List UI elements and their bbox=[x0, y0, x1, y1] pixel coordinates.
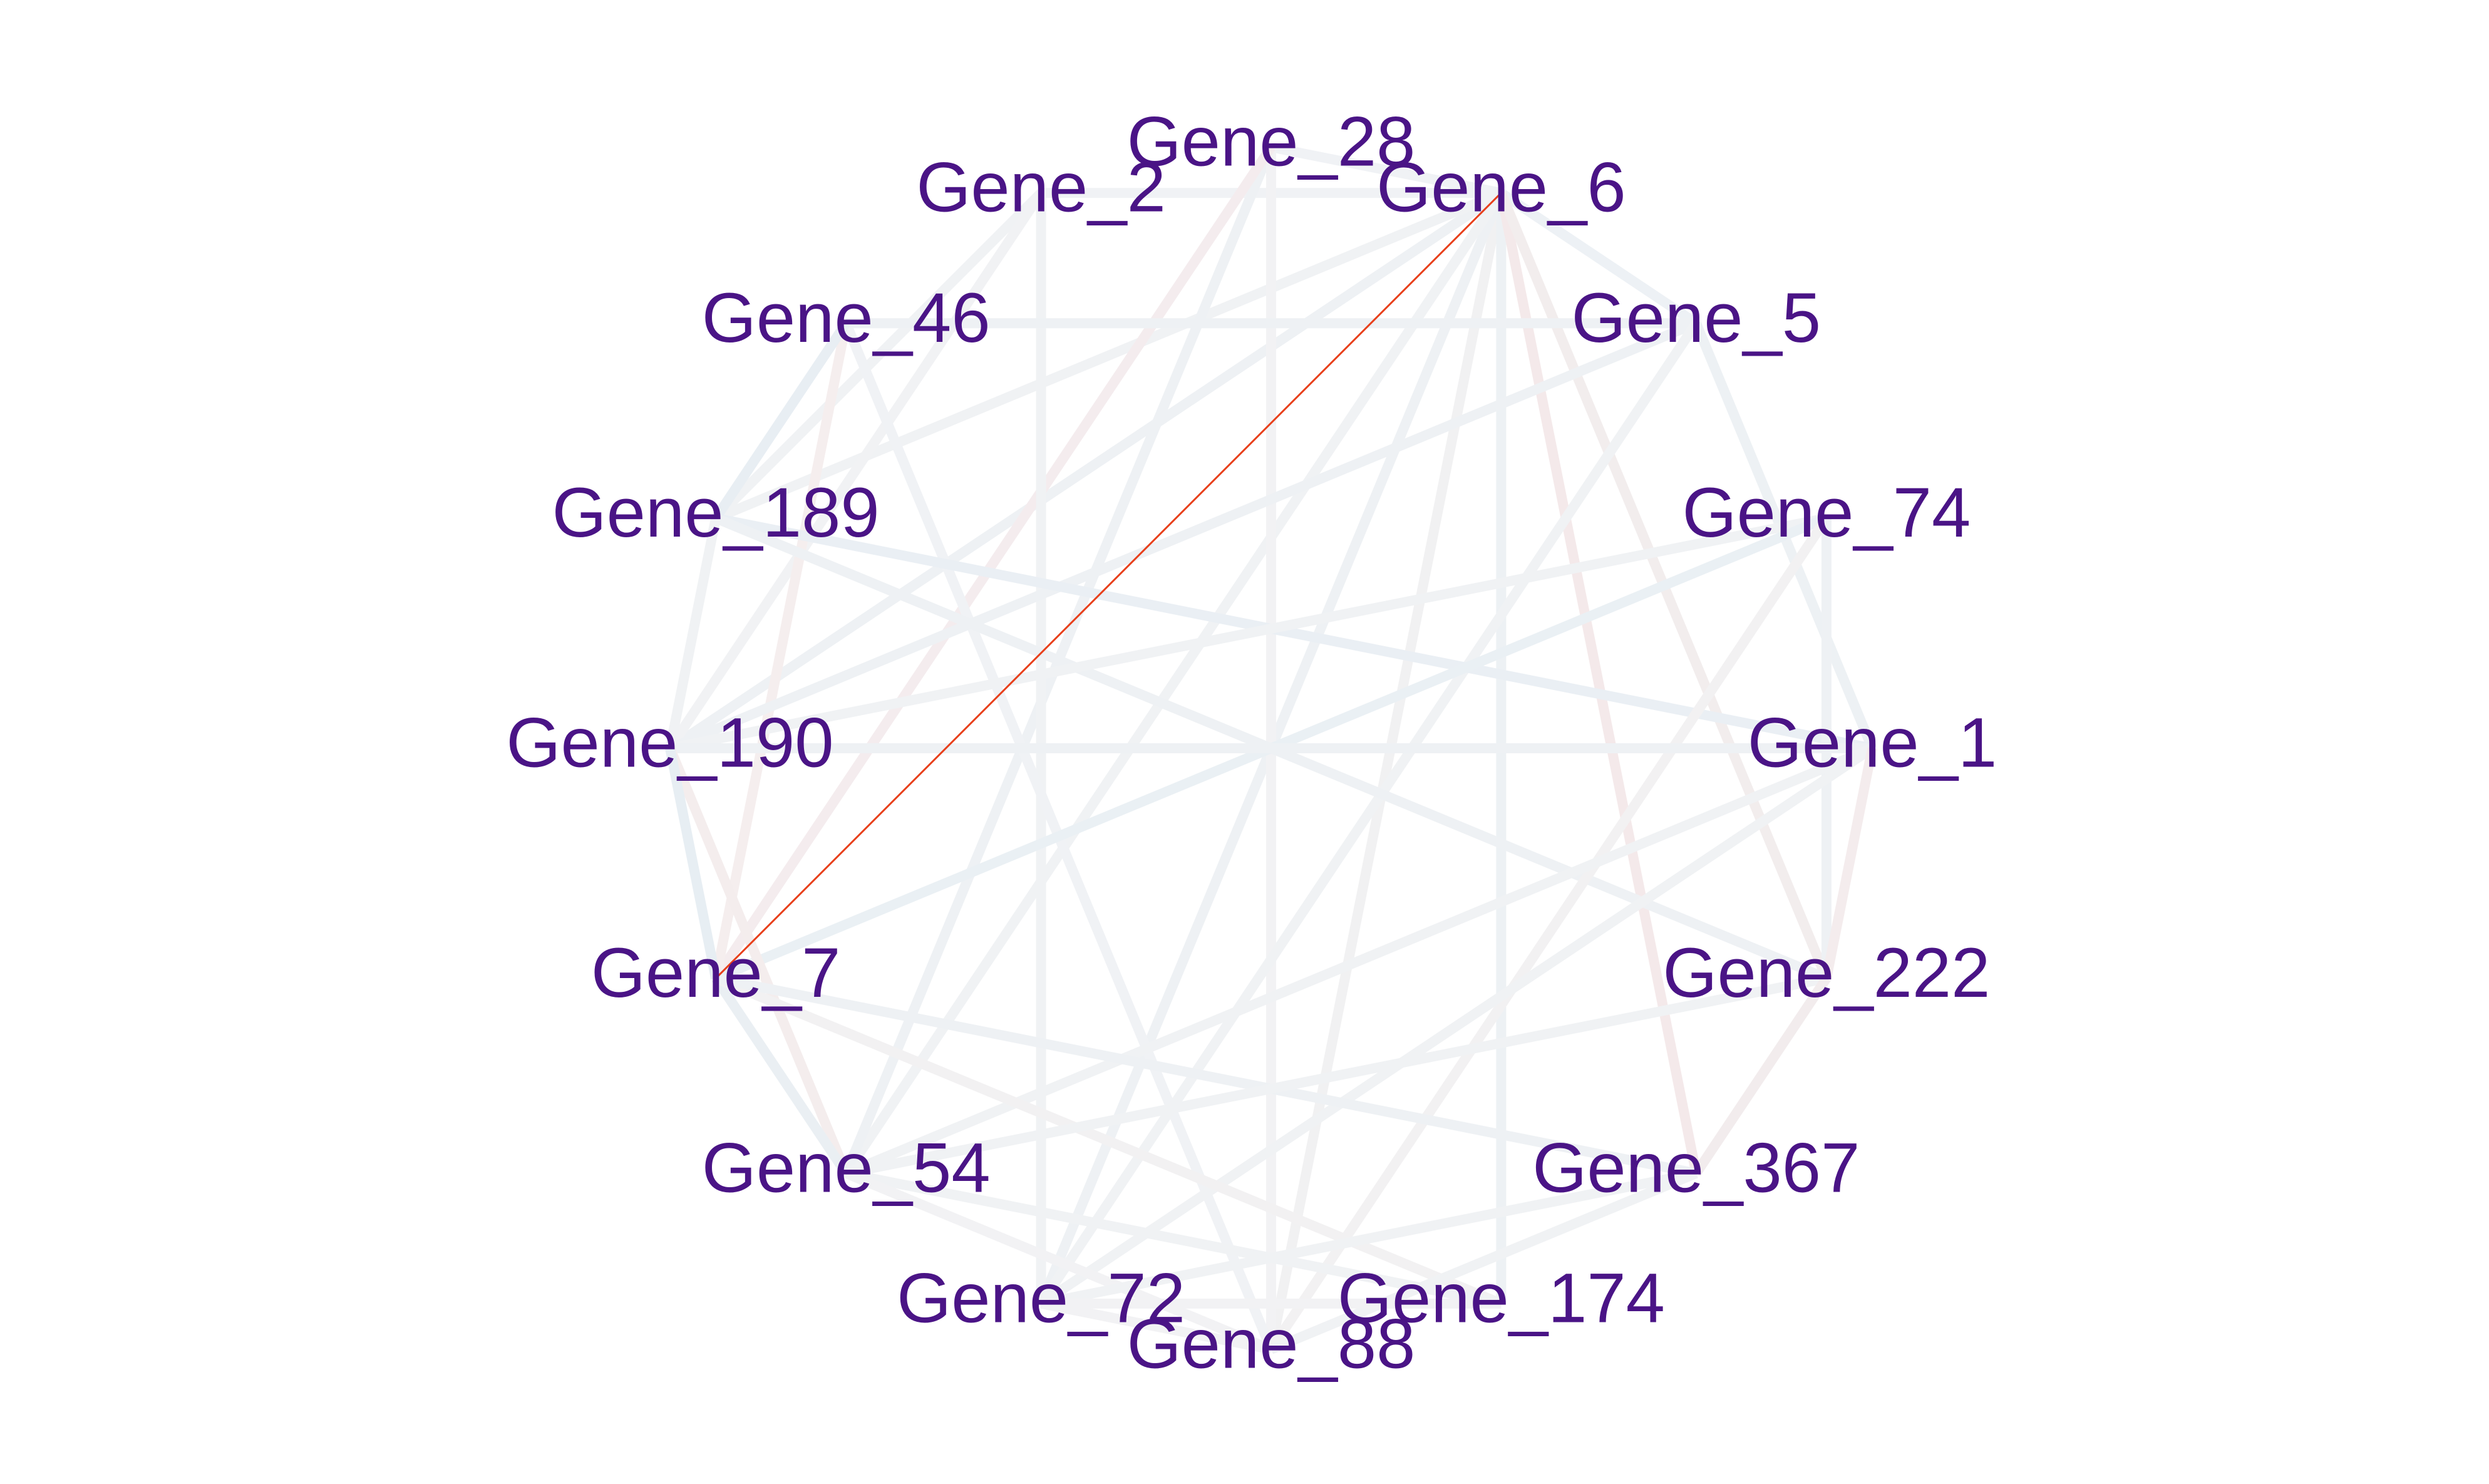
edge-gene189-gene1 bbox=[714, 513, 1873, 753]
edge-gene190-gene7 bbox=[665, 747, 721, 979]
node-label-gene-46: Gene_46 bbox=[702, 279, 991, 357]
edge-gene7-gene54 bbox=[711, 975, 850, 1177]
edge-gene1-gene222 bbox=[1822, 747, 1877, 979]
edge-gene222-gene54 bbox=[845, 973, 1828, 1178]
edge-gene74-gene190 bbox=[669, 513, 1828, 753]
edge-gene2-gene190 bbox=[666, 190, 1046, 751]
edge-gene222-gene367 bbox=[1692, 975, 1831, 1177]
node-label-gene-72: Gene_72 bbox=[897, 1259, 1185, 1337]
edge-gene5-gene190 bbox=[667, 318, 1698, 753]
node-label-gene-88: Gene_88 bbox=[1127, 1305, 1416, 1383]
edge-gene74-gene88 bbox=[1267, 515, 1831, 1353]
edge-gene367-gene72 bbox=[1040, 1168, 1698, 1309]
node-label-gene-1: Gene_1 bbox=[1748, 704, 1997, 782]
node-label-gene-2: Gene_2 bbox=[916, 148, 1166, 227]
edge-gene72-gene88 bbox=[1040, 1299, 1272, 1354]
node-label-gene-7: Gene_7 bbox=[591, 934, 841, 1012]
edge-gene6-gene88 bbox=[1266, 192, 1507, 1351]
edge-gene7-gene367 bbox=[714, 973, 1698, 1178]
node-label-gene-189: Gene_189 bbox=[552, 473, 880, 552]
edge-gene6-gene28 bbox=[1270, 142, 1502, 198]
edge-gene189-gene190 bbox=[665, 517, 721, 750]
node-label-gene-54: Gene_54 bbox=[702, 1128, 991, 1207]
node-label-gene-6: Gene_6 bbox=[1376, 148, 1626, 227]
node-label-gene-367: Gene_367 bbox=[1532, 1128, 1860, 1207]
edge-gene7-gene174 bbox=[714, 974, 1503, 1309]
edge-gene54-gene174 bbox=[845, 1168, 1502, 1309]
node-label-gene-190: Gene_190 bbox=[506, 704, 833, 782]
edge-gene6-gene7 bbox=[715, 192, 1502, 979]
edge-gene6-gene190 bbox=[667, 188, 1504, 753]
node-label-gene-174: Gene_174 bbox=[1337, 1259, 1665, 1337]
edge-gene46-gene189 bbox=[711, 320, 850, 522]
edge-gene28-gene7 bbox=[711, 144, 1275, 981]
edge-gene367-gene88 bbox=[1269, 1168, 1698, 1354]
node-label-gene-5: Gene_5 bbox=[1572, 279, 1822, 357]
edge-layer bbox=[665, 142, 1877, 1354]
node-label-gene-74: Gene_74 bbox=[1682, 473, 1971, 552]
node-label-gene-28: Gene_28 bbox=[1127, 103, 1416, 181]
edge-gene6-gene54 bbox=[842, 190, 1506, 1177]
edge-gene6-gene189 bbox=[714, 188, 1503, 523]
edge-gene1-gene72 bbox=[1038, 744, 1875, 1308]
edge-gene6-gene5 bbox=[1498, 188, 1699, 327]
edge-gene54-gene88 bbox=[844, 1168, 1274, 1354]
edge-gene190-gene54 bbox=[665, 746, 851, 1175]
edge-gene46-gene7 bbox=[711, 322, 852, 979]
node-label-gene-222: Gene_222 bbox=[1662, 934, 1990, 1012]
edge-gene5-gene72 bbox=[1036, 320, 1701, 1307]
edge-gene2-gene189 bbox=[712, 189, 1045, 522]
